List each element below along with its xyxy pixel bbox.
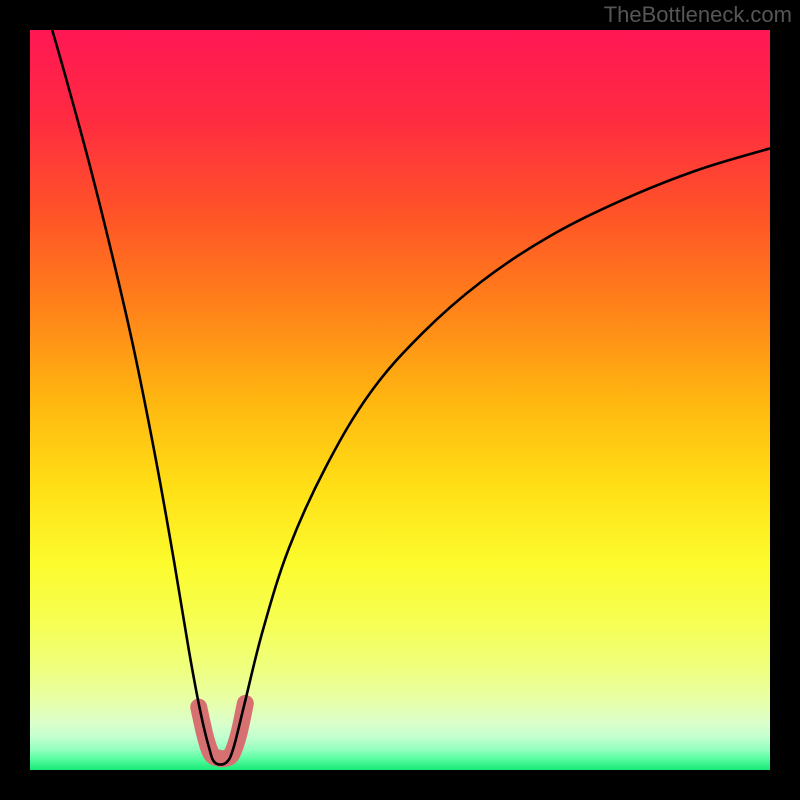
plot-background [30,30,770,770]
bottleneck-chart [0,0,800,800]
watermark-text: TheBottleneck.com [604,2,792,28]
chart-container: TheBottleneck.com [0,0,800,800]
